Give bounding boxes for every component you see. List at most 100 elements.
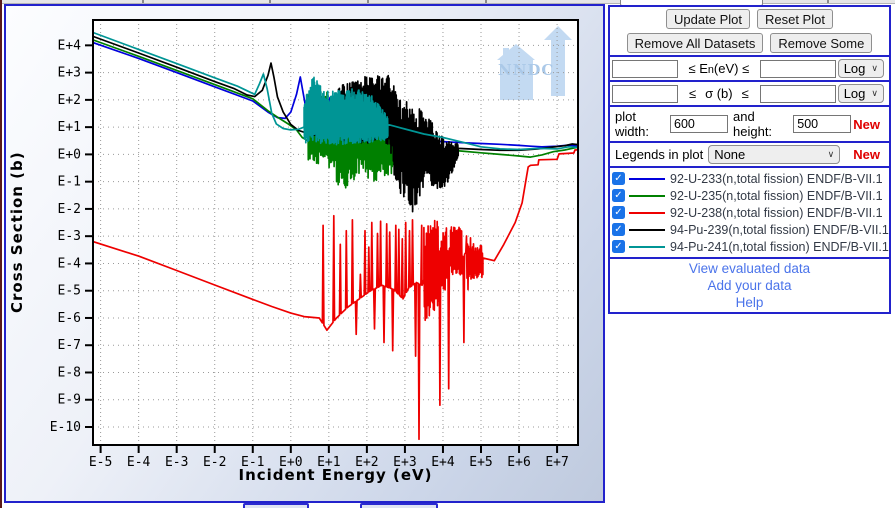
dataset-row: ✓ 92-U-233(n,total fission) ENDF/B-VII.1 — [610, 170, 889, 187]
svg-text:E+3: E+3 — [58, 66, 81, 81]
svg-text:E-4: E-4 — [127, 455, 151, 470]
svg-text:E-9: E-9 — [58, 393, 81, 408]
x-axis-title: Incident Energy (eV) — [238, 466, 433, 484]
dataset-row: ✓ 92-U-235(n,total fission) ENDF/B-VII.1 — [610, 187, 889, 204]
links-section: View evaluated data Add your data Help — [610, 257, 889, 312]
nndc-chimney-icon — [503, 48, 509, 59]
svg-text:E+2: E+2 — [58, 93, 81, 108]
dataset-row: ✓ 92-U-238(n,total fission) ENDF/B-VII.1 — [610, 204, 889, 221]
new-tag: New — [853, 147, 880, 162]
legend-color-line — [629, 245, 665, 248]
toolbar-separator-mark — [269, 0, 271, 3]
top-toolbar-sliver — [2, 0, 895, 4]
plot-buttons-row-2: Remove All Datasets Remove Some — [610, 31, 889, 55]
svg-text:E-4: E-4 — [58, 256, 82, 271]
nndc-watermark-text: NNDC — [498, 61, 554, 79]
svg-text:E+4: E+4 — [431, 455, 455, 470]
dataset-checkbox[interactable]: ✓ — [612, 223, 625, 236]
dataset-checkbox[interactable]: ✓ — [612, 206, 625, 219]
svg-text:E+5: E+5 — [469, 455, 492, 470]
dataset-checkbox[interactable]: ✓ — [612, 240, 625, 253]
dataset-row: ✓ 94-Pu-239(n,total fission) ENDF/B-VII.1 — [610, 221, 889, 238]
plot-height-label: and height: — [733, 109, 773, 139]
energy-min-input[interactable] — [612, 59, 678, 78]
chevron-down-icon: ∨ — [827, 149, 835, 159]
svg-text:E+1: E+1 — [58, 120, 81, 135]
toolbar-separator-mark — [485, 0, 487, 3]
remove-all-datasets-button[interactable]: Remove All Datasets — [626, 33, 764, 53]
plot-width-label: plot width: — [615, 109, 649, 139]
svg-text:E-2: E-2 — [58, 202, 81, 217]
plot-background — [93, 20, 578, 445]
chevron-down-icon: ∨ — [871, 63, 878, 73]
svg-text:E-3: E-3 — [165, 455, 188, 470]
plot-buttons-row-1: Update Plot Reset Plot — [610, 7, 889, 31]
svg-text:E-2: E-2 — [203, 455, 226, 470]
plot-panel: Cross Section (b) NNDC E-5 E-4 E-3 E-2 E-1 E+… — [4, 4, 605, 503]
link-row: Help — [610, 294, 889, 311]
dataset-label: 92-U-235(n,total fission) ENDF/B-VII.1 — [670, 188, 883, 203]
legends-label: Legends in plot — [615, 147, 704, 162]
plot-size-row: plot width: and height: New — [610, 105, 889, 141]
legend-color-line — [629, 177, 665, 180]
dataset-checkbox[interactable]: ✓ — [612, 189, 625, 202]
sigma-range-label: ≤ σ (b) ≤ — [688, 86, 749, 101]
dataset-label: 94-Pu-239(n,total fission) ENDF/B-VII.1 — [670, 222, 889, 237]
svg-text:E-1: E-1 — [241, 455, 264, 470]
toolbar-separator-mark — [367, 0, 369, 3]
svg-text:E-8: E-8 — [58, 365, 81, 380]
dataset-label: 92-U-233(n,total fission) ENDF/B-VII.1 — [670, 171, 883, 186]
svg-text:E+6: E+6 — [507, 455, 530, 470]
link-row: Add your data — [610, 277, 889, 294]
svg-text:E-5: E-5 — [89, 455, 112, 470]
new-tag: New — [853, 116, 880, 132]
chevron-down-icon: ∨ — [871, 88, 878, 98]
svg-text:E+7: E+7 — [545, 455, 568, 470]
svg-text:E-10: E-10 — [50, 420, 81, 435]
view-evaluated-data-link[interactable]: View evaluated data — [688, 261, 811, 276]
toolbar-separator-mark — [142, 0, 144, 3]
sigma-scale-select[interactable]: Log ∨ — [837, 84, 884, 103]
dataset-row: ✓ 94-Pu-241(n,total fission) ENDF/B-VII.1 — [610, 238, 889, 255]
toolbar-separator-mark — [827, 0, 829, 3]
energy-max-input[interactable] — [759, 59, 836, 78]
bottom-cutoff-button-1[interactable] — [243, 503, 309, 508]
svg-text:E-1: E-1 — [58, 175, 81, 190]
svg-text:E-7: E-7 — [58, 338, 81, 353]
svg-text:E+2: E+2 — [355, 455, 378, 470]
legends-row: Legends in plot None ∨ New — [610, 141, 889, 166]
reset-plot-button[interactable]: Reset Plot — [756, 9, 833, 29]
dataset-list: ✓ 92-U-233(n,total fission) ENDF/B-VII.1 ✓… — [610, 166, 889, 257]
legend-color-line — [629, 194, 665, 197]
update-plot-button[interactable]: Update Plot — [666, 9, 750, 29]
add-your-data-link[interactable]: Add your data — [707, 278, 792, 293]
sigma-min-input[interactable] — [612, 84, 678, 103]
nndc-arrow-icon — [544, 26, 572, 96]
y-axis-title: Cross Section (b) — [8, 151, 26, 314]
plot-width-input[interactable] — [670, 115, 729, 133]
svg-text:E-3: E-3 — [58, 229, 81, 244]
control-panel: Update Plot Reset Plot Remove All Datase… — [608, 5, 891, 314]
link-row: View evaluated data — [610, 260, 889, 277]
svg-text:E+1: E+1 — [317, 455, 340, 470]
window-left-edge — [0, 0, 2, 508]
cross-section-chart: NNDC E-5 E-4 E-3 E-2 E-1 E+0 E+1 E+2 E+3 E+4 E+5 E+… — [50, 19, 579, 470]
svg-text:E+3: E+3 — [393, 455, 416, 470]
bottom-cutoff-button-2[interactable] — [360, 503, 438, 508]
dataset-checkbox[interactable]: ✓ — [612, 172, 625, 185]
sigma-range-row: ≤ σ (b) ≤ Log ∨ — [610, 80, 889, 105]
remove-some-button[interactable]: Remove Some — [770, 33, 873, 53]
help-link[interactable]: Help — [735, 295, 764, 310]
energy-scale-select[interactable]: Log ∨ — [837, 59, 884, 78]
legend-color-line — [629, 211, 665, 214]
legends-select[interactable]: None ∨ — [708, 145, 841, 164]
svg-text:E+4: E+4 — [58, 38, 82, 53]
legend-color-line — [629, 228, 665, 231]
svg-text:E-6: E-6 — [58, 311, 81, 326]
plot-height-input[interactable] — [793, 115, 852, 133]
sigma-max-input[interactable] — [759, 84, 836, 103]
svg-text:E+0: E+0 — [279, 455, 302, 470]
svg-text:E+0: E+0 — [58, 147, 81, 162]
